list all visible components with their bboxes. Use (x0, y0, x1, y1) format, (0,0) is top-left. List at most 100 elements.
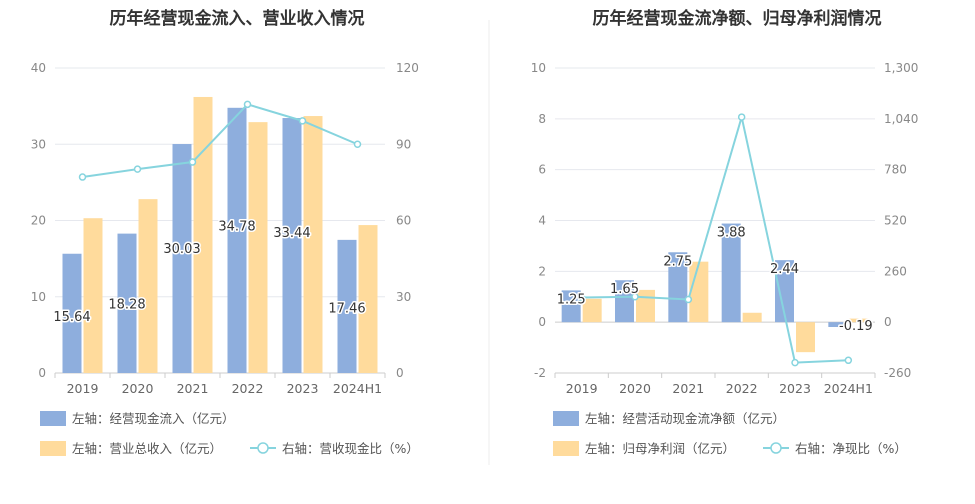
right-axis-tick-label: 260 (884, 264, 907, 278)
bar-secondary (582, 298, 602, 323)
legend-label: 左轴：归母净利润（亿元） (585, 441, 735, 456)
x-tick-label: 2024H1 (333, 381, 382, 396)
ratio-point (133, 165, 142, 173)
legend-swatch (40, 441, 66, 456)
bar-primary (62, 253, 82, 373)
chart-panel-2: 历年经营现金流净额、归母净利润情况 -2 -260 0 0 2 260 4 520 6 780 8 1,… (531, 8, 918, 456)
right-axis-tick-label: 30 (396, 290, 411, 304)
data-label: 2.75 (663, 254, 692, 269)
right-axis-tick-label: 780 (884, 163, 907, 177)
right-axis-tick-label: 120 (396, 61, 419, 75)
chart-title: 历年经营现金流入、营业收入情况 (110, 8, 365, 29)
x-tick-label: 2022 (232, 381, 264, 396)
legend-swatch (553, 441, 579, 456)
legend-swatch (553, 411, 579, 426)
legend-label: 左轴：营业总收入（亿元） (72, 441, 222, 456)
right-axis-tick-label: 520 (884, 214, 907, 228)
data-label: 3.88 (717, 226, 746, 241)
bar-primary (337, 239, 357, 373)
right-axis-tick-label: 0 (884, 315, 892, 329)
x-tick-label: 2021 (177, 381, 209, 396)
data-label: -0.19 (839, 319, 873, 334)
x-tick-label: 2023 (779, 381, 811, 396)
bar-secondary (849, 318, 869, 323)
ratio-point (78, 173, 87, 181)
ratio-point (188, 158, 197, 166)
ratio-point (298, 117, 307, 125)
x-tick-label: 2020 (122, 381, 154, 396)
chart-title: 历年经营现金流净额、归母净利润情况 (593, 8, 882, 29)
legend-line-marker (770, 442, 782, 454)
bar-primary (282, 118, 302, 374)
left-axis-tick-label: 0 (538, 315, 546, 329)
bar-primary (828, 322, 848, 327)
bar-secondary (138, 199, 158, 373)
bar-secondary (742, 312, 762, 323)
bar-primary (561, 290, 581, 323)
data-label: 15.64 (53, 310, 90, 325)
left-axis-tick-label: 40 (31, 61, 46, 75)
right-axis-tick-label: -260 (884, 366, 911, 380)
left-axis-tick-label: 10 (531, 61, 546, 75)
legend-line-marker (257, 442, 269, 454)
bar-primary (668, 252, 688, 323)
x-tick-label: 2021 (672, 381, 704, 396)
right-axis-tick-label: 1,040 (884, 112, 918, 126)
left-axis-tick-label: 2 (538, 264, 546, 278)
right-axis-tick-label: 60 (396, 214, 411, 228)
ratio-point (353, 140, 362, 148)
right-axis-tick-label: 1,300 (884, 61, 918, 75)
ratio-point (844, 356, 853, 365)
x-tick-label: 2024H1 (824, 381, 873, 396)
legend-label: 左轴：经营现金流入（亿元） (72, 411, 235, 426)
bar-primary (615, 280, 634, 323)
bar-primary (227, 107, 247, 374)
ratio-line (82, 103, 358, 179)
ratio-point (631, 293, 639, 301)
bar-secondary (796, 322, 815, 353)
legend-label: 左轴：经营活动现金流净额（亿元） (585, 411, 785, 426)
x-tick-label: 2019 (566, 381, 598, 396)
left-axis-tick-label: 6 (538, 163, 546, 177)
bar-secondary (193, 96, 213, 373)
data-label: 30.03 (163, 242, 200, 257)
left-axis-tick-label: -2 (534, 366, 546, 380)
bar-secondary (248, 122, 268, 373)
bar-primary (117, 233, 137, 373)
left-axis-tick-label: 10 (31, 290, 46, 304)
x-tick-label: 2022 (726, 381, 758, 396)
data-label: 1.25 (557, 292, 586, 307)
x-tick-label: 2023 (287, 381, 319, 396)
x-tick-label: 2020 (619, 381, 651, 396)
left-axis-tick-label: 20 (31, 214, 46, 228)
legend-label: 右轴：营收现金比（%） (282, 441, 419, 456)
bar-secondary (358, 225, 378, 373)
data-label: 34.78 (218, 220, 255, 235)
left-axis-tick-label: 0 (38, 366, 46, 380)
data-label: 2.44 (770, 262, 799, 277)
ratio-point (684, 295, 693, 304)
bar-primary (721, 223, 741, 323)
ratio-point (791, 358, 799, 367)
data-label: 33.44 (273, 226, 310, 241)
right-axis-tick-label: 90 (396, 137, 411, 151)
left-axis-tick-label: 30 (31, 137, 46, 151)
data-label: 1.65 (610, 282, 639, 297)
bar-secondary (303, 116, 323, 373)
right-axis-tick-label: 0 (396, 366, 404, 380)
bar-secondary (83, 218, 103, 373)
ratio-point (577, 293, 586, 302)
chart-panel-1: 历年经营现金流入、营业收入情况 0 0 10 30 20 60 30 90 40 120 2019 20… (31, 8, 419, 456)
ratio-point (737, 113, 746, 121)
data-label: 17.46 (328, 301, 365, 316)
bar-secondary (689, 261, 709, 323)
left-axis-tick-label: 4 (538, 214, 546, 228)
legend-swatch (40, 411, 66, 426)
ratio-line (581, 116, 849, 364)
legend-label: 右轴：净现比（%） (795, 441, 907, 456)
ratio-point (243, 100, 252, 109)
left-axis-tick-label: 8 (538, 112, 546, 126)
x-tick-label: 2019 (67, 381, 99, 396)
bar-primary (172, 144, 192, 373)
